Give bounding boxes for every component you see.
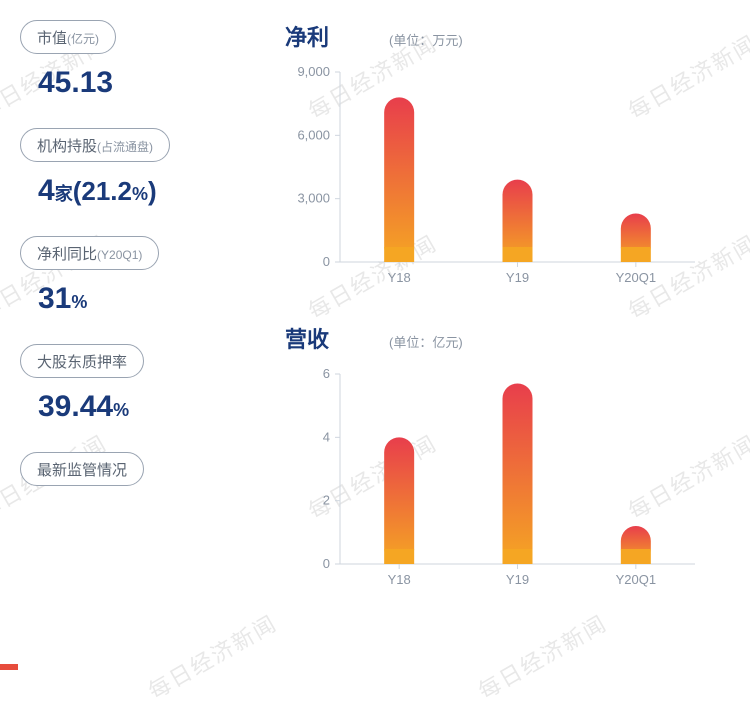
chart-title: 营收 (285, 322, 329, 354)
inst-pct: 21.2 (81, 176, 132, 206)
svg-text:Y20Q1: Y20Q1 (616, 572, 656, 587)
stat-pledge: 大股东质押率 39.44% (20, 344, 255, 424)
stat-market-cap: 市值(亿元) 45.13 (20, 20, 255, 100)
stat-value: 31% (38, 282, 255, 316)
chart-title: 净利 (285, 20, 329, 52)
charts-panel: 净利 (单位：万元) 0 3,000 6,000 9,000 Y18 Y19 Y20Q1 营… (255, 20, 730, 676)
inst-count: 4 (38, 174, 55, 207)
stat-label-sub: (Y20Q1) (97, 248, 142, 262)
stat-value: 45.13 (38, 66, 255, 100)
stat-label-sub: (占流通盘) (97, 140, 153, 154)
stat-label: 净利同比 (37, 246, 97, 263)
chart-svg: 0 2 4 6 Y18 Y19 Y20Q1 (285, 364, 705, 594)
stat-value: 4家(21.2%) (38, 174, 255, 208)
svg-text:2: 2 (323, 493, 330, 508)
stat-label-pill: 最新监管情况 (20, 452, 144, 486)
chart-unit-label: (单位：亿元) (389, 332, 463, 351)
inst-count-unit: 家 (55, 184, 73, 204)
svg-text:0: 0 (323, 254, 330, 269)
svg-text:0: 0 (323, 556, 330, 571)
stat-label: 市值 (37, 30, 67, 47)
svg-text:Y19: Y19 (506, 572, 529, 587)
stat-institutional: 机构持股(占流通盘) 4家(21.2%) (20, 128, 255, 208)
chart-profit: 净利 (单位：万元) 0 3,000 6,000 9,000 Y18 Y19 Y20Q1 (285, 20, 730, 292)
stat-label: 最新监管情况 (37, 462, 127, 479)
stat-value: 39.44% (38, 390, 255, 424)
stat-label-pill: 机构持股(占流通盘) (20, 128, 170, 162)
chart-svg: 0 3,000 6,000 9,000 Y18 Y19 Y20Q1 (285, 62, 705, 292)
stat-label-pill: 市值(亿元) (20, 20, 116, 54)
stat-label-sub: (亿元) (67, 32, 99, 46)
svg-text:Y20Q1: Y20Q1 (616, 270, 656, 285)
pledge-val: 39.44 (38, 390, 113, 423)
stat-label-pill: 大股东质押率 (20, 344, 144, 378)
svg-text:3,000: 3,000 (297, 191, 330, 206)
stat-regulation: 最新监管情况 (20, 452, 255, 486)
svg-text:Y18: Y18 (388, 572, 411, 587)
stat-label: 大股东质押率 (37, 354, 127, 371)
svg-text:4: 4 (323, 429, 330, 444)
profit-yoy-val: 31 (38, 282, 71, 315)
stat-label-pill: 净利同比(Y20Q1) (20, 236, 159, 270)
svg-text:9,000: 9,000 (297, 64, 330, 79)
svg-text:Y18: Y18 (388, 270, 411, 285)
chart-revenue: 营收 (单位：亿元) 0 2 4 6 Y18 Y19 Y20Q1 (285, 322, 730, 594)
inst-pct-unit: % (132, 184, 148, 204)
svg-text:6,000: 6,000 (297, 127, 330, 142)
pledge-unit: % (113, 400, 129, 420)
svg-text:Y19: Y19 (506, 270, 529, 285)
chart-unit-label: (单位：万元) (389, 30, 463, 49)
close-paren: ) (148, 176, 157, 206)
profit-yoy-unit: % (71, 292, 87, 312)
stats-panel: 市值(亿元) 45.13 机构持股(占流通盘) 4家(21.2%) 净利同比(Y… (20, 20, 255, 676)
svg-text:6: 6 (323, 366, 330, 381)
stat-label: 机构持股 (37, 138, 97, 155)
stat-profit-yoy: 净利同比(Y20Q1) 31% (20, 236, 255, 316)
